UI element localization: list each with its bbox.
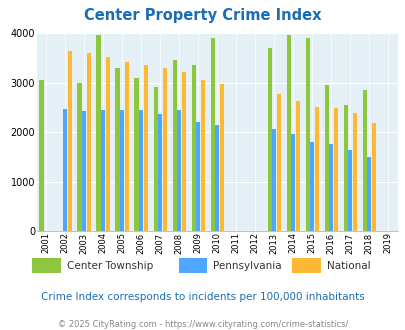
Bar — [200, 80, 205, 231]
Text: Center Township: Center Township — [67, 261, 153, 271]
Bar — [309, 142, 313, 231]
Bar — [139, 110, 143, 231]
Bar — [124, 62, 128, 231]
Bar — [82, 111, 86, 231]
Bar — [101, 110, 105, 231]
Bar — [324, 85, 328, 231]
Bar — [295, 101, 299, 231]
Bar — [215, 125, 219, 231]
Bar — [314, 107, 318, 231]
Text: Center Property Crime Index: Center Property Crime Index — [84, 8, 321, 23]
Bar — [162, 68, 166, 231]
Bar — [191, 65, 195, 231]
Bar — [181, 72, 185, 231]
Bar — [172, 60, 176, 231]
Bar — [210, 38, 214, 231]
Bar — [367, 157, 371, 231]
Bar — [86, 53, 90, 231]
Text: © 2025 CityRating.com - https://www.cityrating.com/crime-statistics/: © 2025 CityRating.com - https://www.city… — [58, 320, 347, 329]
Bar — [153, 87, 157, 231]
Bar — [67, 51, 72, 231]
Bar — [333, 108, 337, 231]
Bar — [219, 84, 223, 231]
Bar — [39, 80, 43, 231]
Bar — [305, 38, 309, 231]
Bar — [352, 113, 356, 231]
Bar — [276, 94, 280, 231]
Text: National: National — [326, 261, 369, 271]
Bar — [77, 82, 81, 231]
Bar — [63, 109, 67, 231]
Bar — [158, 114, 162, 231]
Text: Pennsylvania: Pennsylvania — [213, 261, 281, 271]
Bar — [328, 144, 333, 231]
Bar — [371, 123, 375, 231]
Bar — [105, 57, 109, 231]
Bar — [134, 78, 139, 231]
Bar — [290, 134, 295, 231]
Text: Crime Index corresponds to incidents per 100,000 inhabitants: Crime Index corresponds to incidents per… — [41, 292, 364, 302]
Bar — [267, 48, 271, 231]
Bar — [143, 65, 147, 231]
Bar — [362, 90, 366, 231]
Bar — [286, 36, 290, 231]
Bar — [271, 129, 276, 231]
Bar — [120, 110, 124, 231]
Bar — [115, 68, 119, 231]
Bar — [347, 150, 352, 231]
Bar — [343, 105, 347, 231]
Bar — [177, 110, 181, 231]
Bar — [196, 122, 200, 231]
Bar — [96, 36, 100, 231]
